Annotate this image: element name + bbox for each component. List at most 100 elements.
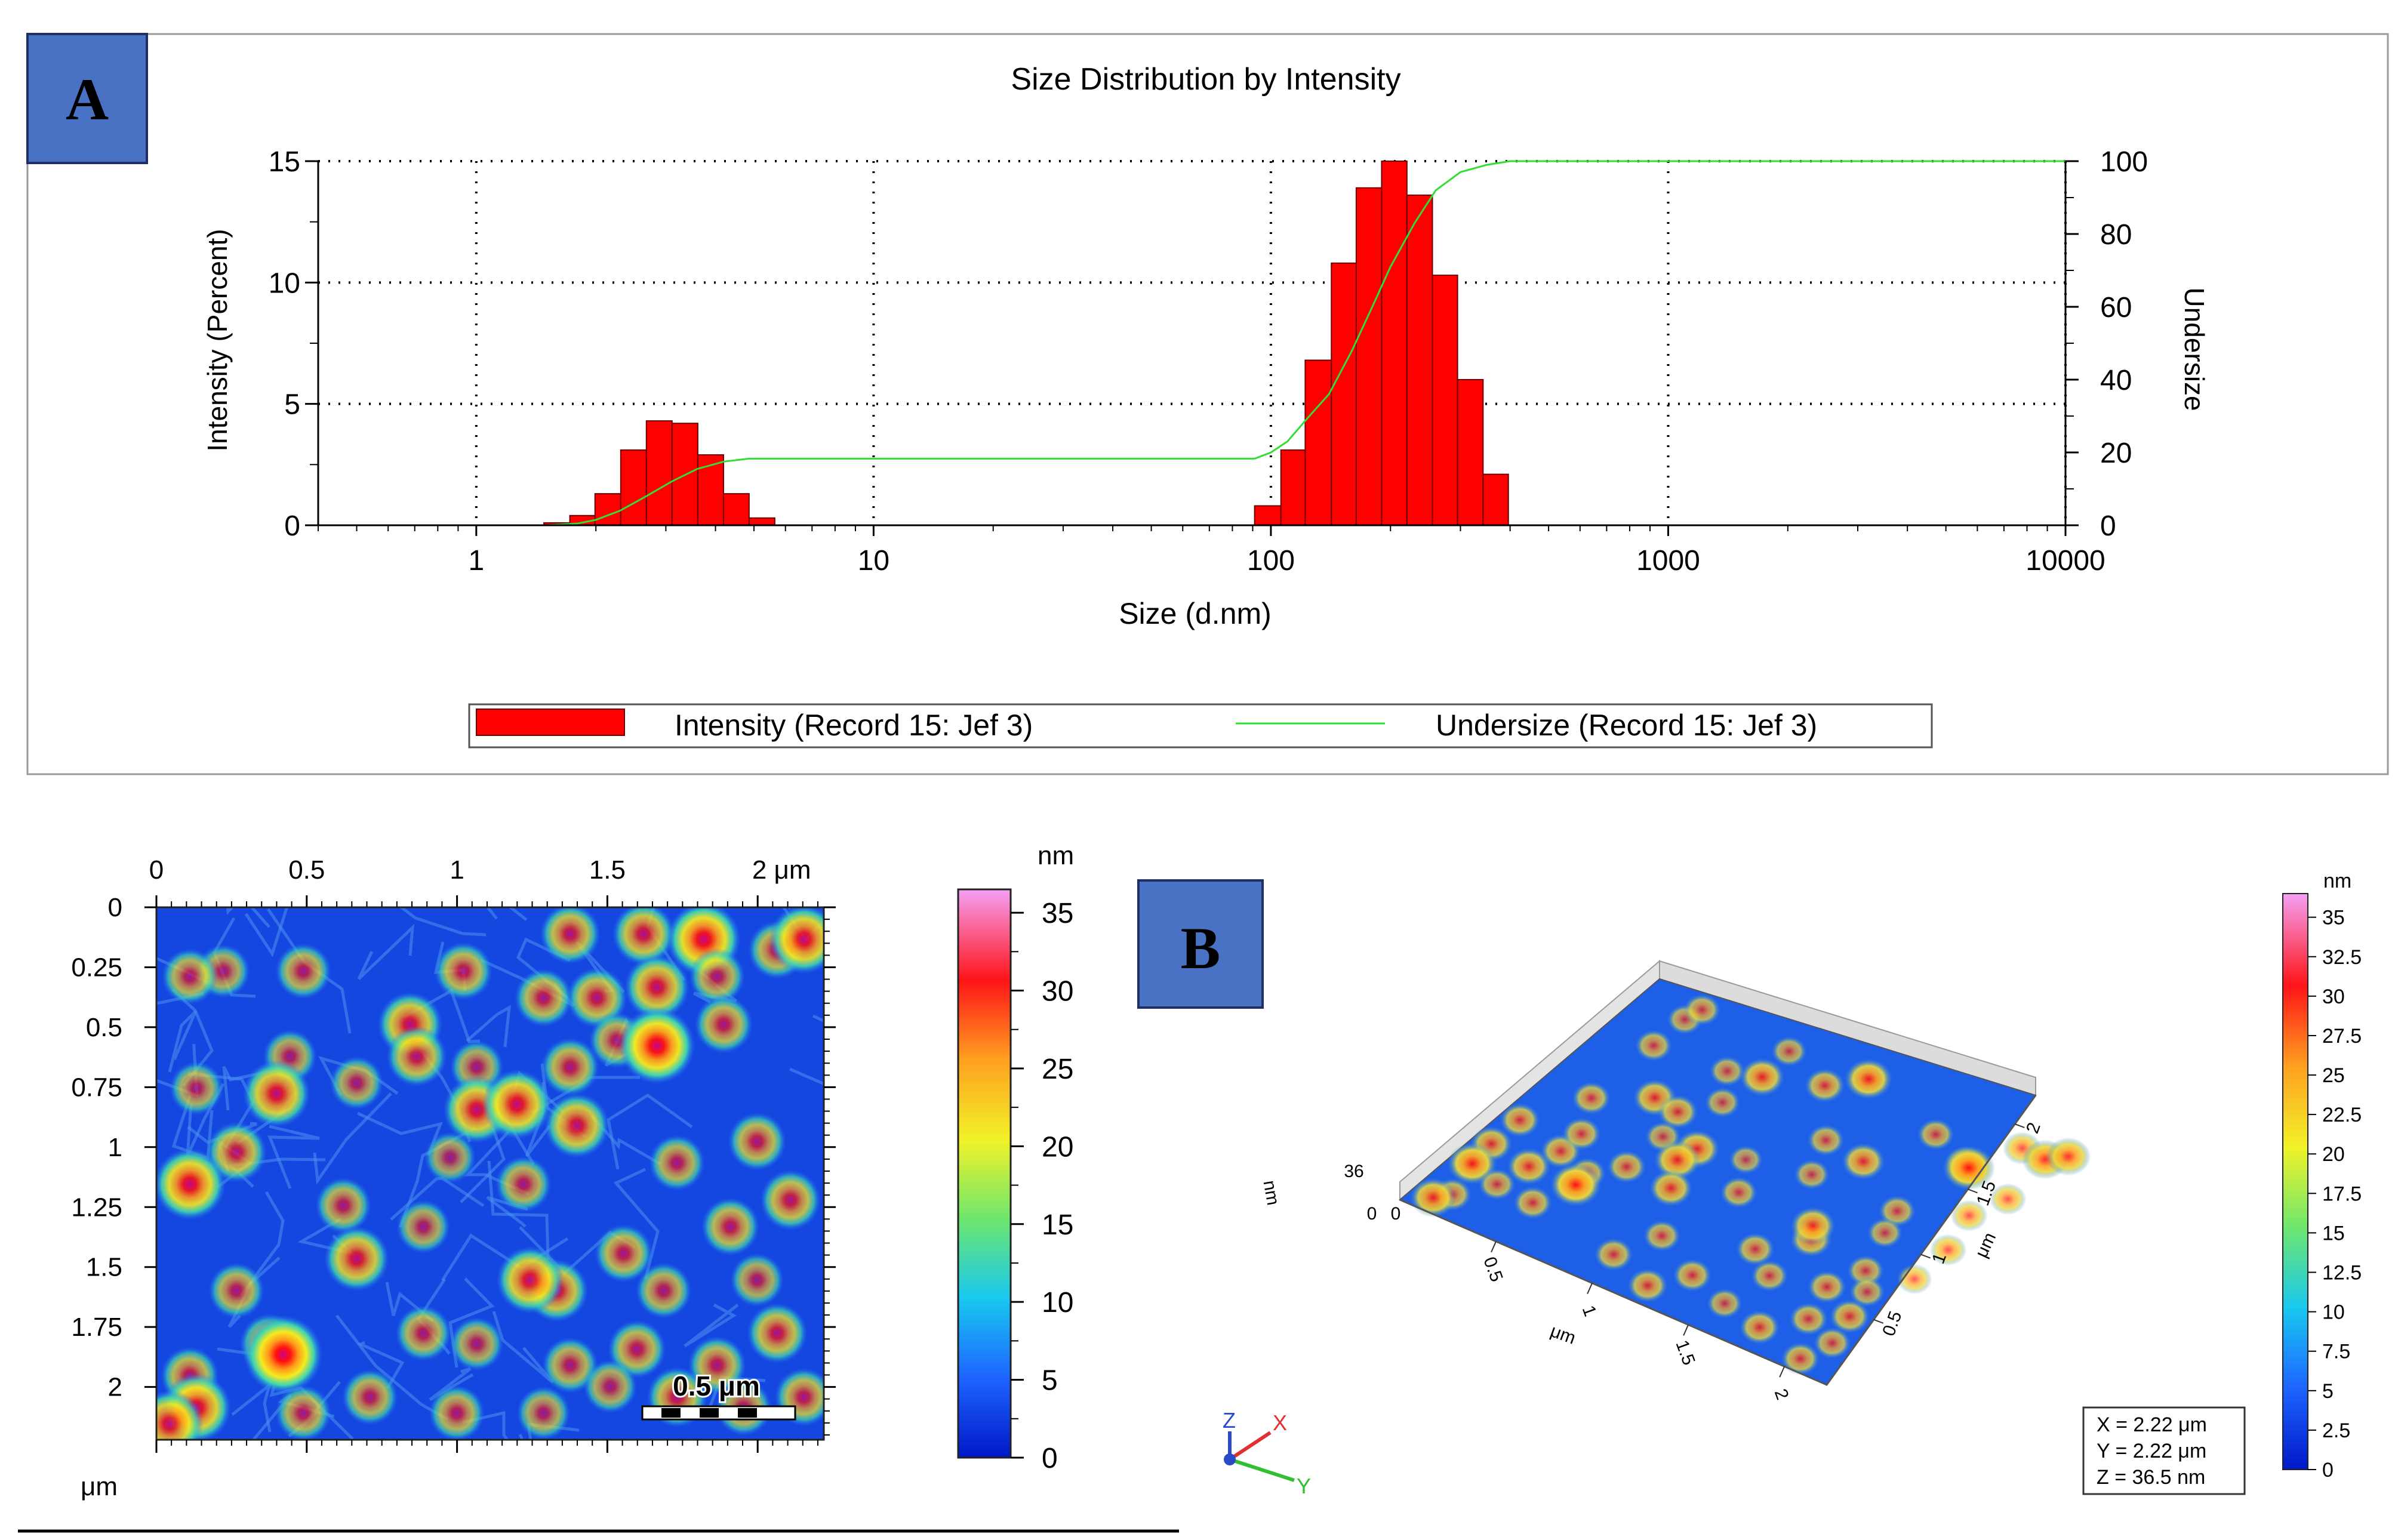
surface-grain: [1654, 1140, 1701, 1180]
afm-map-y-tick-label: 0: [108, 893, 122, 922]
afm-grain: [495, 1156, 552, 1212]
afm-grain: [482, 1069, 552, 1139]
y-tick-label: 15: [269, 146, 300, 178]
surface-y-tick: [2014, 1123, 2025, 1128]
surface-y-tick: [1920, 1253, 1931, 1259]
surface-grain: [1790, 1206, 1836, 1245]
surface-origin-label: 0: [1391, 1204, 1401, 1224]
afm-grain: [618, 1007, 695, 1085]
afm-fiber: [487, 1160, 550, 1260]
afm-grain: [649, 1135, 706, 1191]
afm-grain: [341, 1369, 398, 1425]
colorbar-3d-tick-label: 30: [2322, 985, 2345, 1008]
surface-grain: [1844, 1058, 1893, 1099]
afm-grain: [688, 1336, 747, 1395]
surface-grain: [1989, 1183, 2027, 1215]
afm-grain: [386, 1025, 447, 1087]
afm-grain: [583, 1359, 638, 1413]
x-tick-label: 10: [858, 545, 889, 577]
afm-grain: [324, 1226, 390, 1292]
surface-grain: [1829, 1299, 1870, 1333]
y-axis-right-label: Undersize: [2179, 287, 2210, 411]
legend-label-intensity: Intensity (Record 15: Jef 3): [675, 709, 1033, 742]
intensity-bar: [1457, 379, 1484, 526]
afm-grain: [330, 1056, 384, 1110]
dimension-y: Y = 2.22 μm: [2097, 1440, 2206, 1462]
afm-grain: [315, 1177, 372, 1234]
afm-grain: [244, 1315, 323, 1394]
afm-grain: [434, 942, 493, 1000]
afm-height-map: [156, 907, 824, 1440]
panel-b-label-box: [1137, 879, 1264, 1009]
colorbar-3d-tick-label: 15: [2322, 1222, 2345, 1245]
surface-grain: [1657, 1095, 1698, 1129]
afm-fiber: [485, 907, 528, 921]
y-right-tick-label: 80: [2100, 219, 2132, 251]
surface-grain: [1807, 1124, 1845, 1156]
surface-grain: [1917, 1119, 1954, 1150]
afm-grain: [156, 1148, 226, 1221]
colorbar-3d-tick-label: 7.5: [2322, 1341, 2350, 1363]
surface-x-tick: [1779, 1366, 1786, 1378]
legend-frame: [468, 703, 1933, 749]
colorbar-3d-tick-label: 17.5: [2322, 1182, 2362, 1205]
colorbar-3d-tick-label: 22.5: [2322, 1104, 2362, 1126]
dimension-box: X = 2.22 μm Y = 2.22 μm Z = 36.5 nm: [2082, 1406, 2246, 1495]
intensity-bar: [722, 493, 750, 526]
chart-legend: Intensity (Record 15: Jef 3) Undersize (…: [468, 703, 1933, 749]
surface-x-tick: [1587, 1283, 1593, 1295]
afm-map-y-tick-label: 0.75: [71, 1073, 122, 1102]
dimension-x: X = 2.22 μm: [2097, 1413, 2207, 1436]
surface-grain: [1849, 1277, 1885, 1307]
surface-grain: [1897, 1264, 1932, 1295]
colorbar-3d-tick-label: 25: [2322, 1064, 2345, 1087]
intensity-bar: [620, 449, 647, 526]
surface-grain: [1550, 1163, 1602, 1207]
afm-fiber: [607, 1093, 693, 1170]
afm-grain: [728, 1112, 787, 1171]
afm-fiber: [239, 1191, 285, 1296]
afm-grain: [624, 954, 690, 1020]
afm-fiber: [231, 1381, 272, 1433]
scale-bar-segment: [700, 1408, 719, 1418]
afm-map-frame: [155, 906, 825, 1441]
surface-grain: [1720, 1176, 1757, 1209]
afm-fiber: [789, 1014, 824, 1086]
afm-map-axis-unit: μm: [81, 1472, 118, 1501]
afm-grain: [208, 1262, 265, 1319]
surface-grain: [1950, 1200, 1988, 1231]
x-tick-label: 10000: [2025, 545, 2105, 577]
afm-fiber: [356, 1341, 405, 1390]
surface-x-tick: [1491, 1241, 1497, 1253]
afm-grain: [540, 907, 601, 965]
colorbar-3d-unit: nm: [2323, 870, 2351, 892]
afm-map-y-tick-label: 0.25: [71, 953, 122, 982]
colorbar-3d-tick-label: 20: [2322, 1143, 2345, 1166]
panel-a-label: A: [66, 66, 109, 133]
x-tick-label: 100: [1247, 545, 1295, 577]
y-right-tick-label: 40: [2100, 365, 2132, 396]
surface-grain: [1781, 1342, 1820, 1375]
scale-bar-segment: [738, 1408, 757, 1418]
surface-grain: [1572, 1082, 1611, 1115]
x-axis-label: Size (d.nm): [1119, 597, 1272, 630]
afm-fiber: [466, 1005, 512, 1048]
afm-grain: [514, 968, 573, 1027]
afm-grain: [689, 948, 746, 1005]
afm-grain: [275, 1385, 331, 1440]
afm-grain: [635, 1262, 692, 1319]
intensity-bar: [1355, 187, 1383, 526]
afm-fiber: [267, 1125, 320, 1189]
colorbar-2d-ticks: 35 30 25 20 15 10 5 0: [1011, 898, 1073, 1474]
colorbar-3d-tick-label: 32.5: [2322, 946, 2362, 969]
legend-label-undersize: Undersize (Record 15: Jef 3): [1436, 709, 1817, 742]
colorbar-2d-tick-label: 35: [1042, 898, 1073, 929]
afm-2d-panel: 0 0.5 1 1.5 2 μm 0 0.25 0.5 0.75 1 1.25 1.5 1.75 2 μm…: [18, 841, 1179, 1533]
afm-map-y-tick-label: 1.75: [71, 1313, 122, 1342]
colorbar-2d-tick-label: 15: [1042, 1209, 1073, 1241]
surface-grain: [1751, 1260, 1789, 1292]
surface-grain: [1709, 1056, 1745, 1086]
afm-fiber: [684, 1303, 739, 1348]
afm-map-y-tick-label: 1.25: [71, 1193, 122, 1222]
intensity-bar: [1482, 473, 1509, 526]
